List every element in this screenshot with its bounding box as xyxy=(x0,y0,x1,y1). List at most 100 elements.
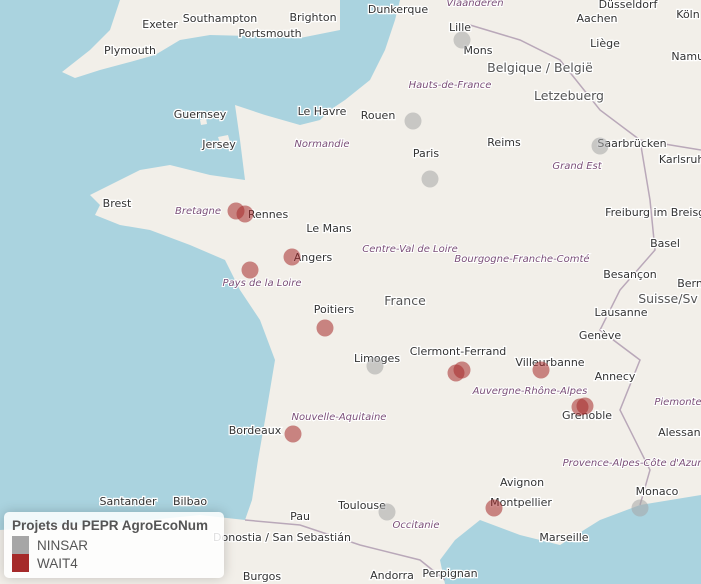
city-label: Annecy xyxy=(595,370,636,383)
city-label: Marseille xyxy=(539,531,588,544)
legend-label: WAIT4 xyxy=(37,555,78,571)
region-label: Grand Est xyxy=(552,161,602,172)
country-label: Belgique / België xyxy=(487,60,593,75)
city-label: Portsmouth xyxy=(238,27,301,40)
city-label: Köln xyxy=(676,8,699,21)
legend-item-ninsar: NINSAR xyxy=(12,536,216,554)
ninsar-swatch xyxy=(12,536,29,554)
project-markers xyxy=(227,31,649,521)
region-label: Pays de la Loire xyxy=(223,278,302,289)
city-label: Toulouse xyxy=(337,499,386,512)
city-label: Guernsey xyxy=(174,108,227,121)
legend-label: NINSAR xyxy=(37,537,89,553)
region-label: Centre-Val de Loire xyxy=(362,244,458,255)
city-label: Le Mans xyxy=(306,222,351,235)
city-label: Monaco xyxy=(636,485,679,498)
ninsar-marker[interactable] xyxy=(453,31,471,49)
wait4-marker[interactable] xyxy=(576,397,594,415)
region-label: Normandie xyxy=(294,139,349,150)
city-label: Reims xyxy=(487,136,521,149)
city-label: Southampton xyxy=(183,12,257,25)
city-label: Brest xyxy=(103,197,132,210)
mediterranean-sea xyxy=(440,495,701,584)
ninsar-marker[interactable] xyxy=(421,170,439,188)
city-label: Pau xyxy=(290,510,310,523)
city-label: Santander xyxy=(100,495,157,508)
legend-item-wait4: WAIT4 xyxy=(12,554,216,572)
city-label: Namur xyxy=(671,50,701,63)
legend: Projets du PEPR AgroEcoNum NINSAR WAIT4 xyxy=(4,512,224,578)
wait4-marker[interactable] xyxy=(236,205,254,223)
city-label: Lille xyxy=(449,21,471,34)
city-label: Lausanne xyxy=(594,306,647,319)
city-label: Plymouth xyxy=(104,44,156,57)
city-label: Mons xyxy=(464,44,493,57)
city-label: Saarbrücken xyxy=(597,137,666,150)
country-label: Letzebuerg xyxy=(534,88,604,103)
region-label: Auvergne-Rhône-Alpes xyxy=(472,385,588,397)
city-label: Jersey xyxy=(201,138,236,151)
city-label: Bern xyxy=(677,277,701,290)
ninsar-marker[interactable] xyxy=(366,357,384,375)
city-label: Angers xyxy=(294,251,333,264)
city-label: Villeurbanne xyxy=(515,356,584,369)
uk-land xyxy=(62,0,340,78)
borders xyxy=(244,24,701,581)
city-label: Brighton xyxy=(289,11,336,24)
city-label: Liège xyxy=(590,37,620,50)
city-label: Paris xyxy=(413,147,439,160)
city-label: Karlsruhe xyxy=(659,153,701,166)
city-label: Donostia / San Sebastián xyxy=(213,531,351,544)
region-label: Occitanie xyxy=(393,520,440,531)
country-label: France xyxy=(384,293,426,308)
wait4-marker[interactable] xyxy=(453,361,471,379)
city-label: Avignon xyxy=(500,476,544,489)
city-label: Aachen xyxy=(576,12,617,25)
wait4-marker[interactable] xyxy=(532,361,550,379)
city-label: Genève xyxy=(579,329,622,342)
wait4-marker[interactable] xyxy=(485,499,503,517)
ninsar-marker[interactable] xyxy=(378,503,396,521)
city-label: Exeter xyxy=(142,18,178,31)
ninsar-marker[interactable] xyxy=(631,499,649,517)
city-label: Düsseldorf xyxy=(599,0,659,11)
country-label: Suisse/Sv xyxy=(638,291,698,306)
city-label: Clermont-Ferrand xyxy=(410,345,507,358)
city-label: Basel xyxy=(650,237,680,250)
city-label: Le Havre xyxy=(298,105,347,118)
region-label: Provence-Alpes-Côte d'Azur xyxy=(563,457,701,469)
city-label: Alessandria xyxy=(658,426,701,439)
region-label: Vlaanderen xyxy=(446,0,503,9)
city-label: Besançon xyxy=(603,268,657,281)
wait4-marker[interactable] xyxy=(284,425,302,443)
region-label: Bourgogne-Franche-Comté xyxy=(454,253,589,265)
region-label: Bretagne xyxy=(175,206,221,217)
city-label: Perpignan xyxy=(422,567,477,580)
map-labels: Exeter Southampton Brighton Dunkerque Lille A… xyxy=(98,0,701,584)
wait4-swatch xyxy=(12,554,29,572)
ninsar-marker[interactable] xyxy=(591,137,609,155)
city-label: Rouen xyxy=(361,109,396,122)
ninsar-marker[interactable] xyxy=(404,112,422,130)
city-label: Rennes xyxy=(248,208,289,221)
wait4-marker[interactable] xyxy=(316,319,334,337)
city-label: Bilbao xyxy=(173,495,207,508)
guernsey-island xyxy=(200,118,207,125)
legend-title: Projets du PEPR AgroEcoNum xyxy=(12,518,209,533)
wait4-marker[interactable] xyxy=(283,248,301,266)
region-label: Piemonte xyxy=(654,397,701,408)
city-label: Dunkerque xyxy=(368,3,428,16)
city-label: Montpellier xyxy=(490,496,552,509)
wait4-marker[interactable] xyxy=(241,261,259,279)
city-label: Freiburg im Breisgau xyxy=(605,206,701,219)
city-label: Andorra xyxy=(370,569,414,582)
city-label: Poitiers xyxy=(314,303,355,316)
jersey-island xyxy=(218,135,230,143)
city-label: Bordeaux xyxy=(229,424,282,437)
region-label: Hauts-de-France xyxy=(409,80,492,91)
region-label: Nouvelle-Aquitaine xyxy=(292,412,387,423)
city-label: Burgos xyxy=(243,570,282,583)
